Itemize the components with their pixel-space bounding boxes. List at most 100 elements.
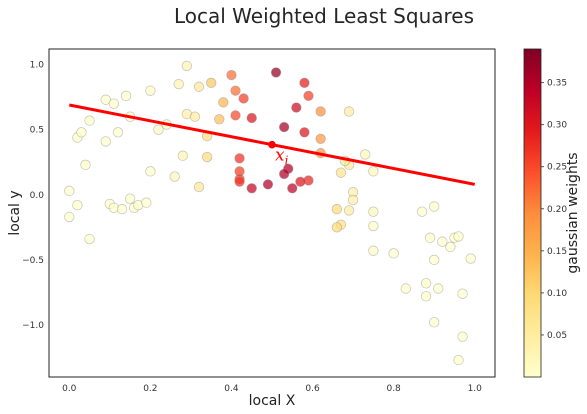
data-point (465, 253, 476, 264)
data-point (201, 151, 213, 163)
data-point (299, 127, 310, 138)
data-point (262, 179, 274, 190)
data-point (234, 153, 245, 164)
data-point (153, 124, 164, 135)
y-tick-label: 0.5 (30, 126, 44, 136)
y-tick-label: −1.0 (22, 321, 44, 331)
data-point (246, 183, 257, 194)
data-point (181, 60, 193, 72)
data-point (169, 171, 180, 182)
colorbar-label: gaussian weights (565, 152, 581, 273)
data-point (278, 168, 290, 180)
plot-area (48, 48, 496, 378)
data-point (291, 102, 302, 113)
data-point (270, 67, 282, 78)
data-point (388, 248, 399, 259)
data-point (234, 176, 245, 187)
data-point (315, 106, 326, 117)
colorbar-tick-label: 0.35 (547, 79, 567, 89)
data-point (457, 331, 468, 342)
x-tick-label: 0.4 (224, 384, 239, 394)
data-point (428, 317, 440, 328)
x-tick-label: 0.6 (305, 384, 320, 394)
query-point-marker (268, 140, 276, 149)
x-tick-label: 0.0 (62, 384, 77, 394)
data-point (193, 81, 205, 92)
y-axis-label: local y (7, 190, 23, 235)
data-point (331, 203, 343, 215)
y-tick-label: 1.0 (30, 61, 45, 71)
data-point (445, 241, 456, 253)
data-point (343, 205, 355, 216)
data-point (343, 106, 355, 117)
data-point (76, 127, 87, 138)
data-point (360, 149, 371, 160)
data-point (400, 283, 412, 294)
data-point (84, 115, 95, 126)
data-point (189, 111, 201, 122)
data-point (453, 231, 464, 242)
data-point (453, 354, 464, 366)
data-point (100, 136, 111, 147)
data-point (64, 211, 75, 223)
scatter-points (64, 60, 476, 366)
data-point (120, 90, 132, 102)
data-point (299, 77, 310, 89)
data-point (457, 288, 468, 299)
colorbar-ticks: 0.05 0.10 0.15 0.20 0.25 0.30 0.35 (541, 79, 567, 341)
data-point (177, 150, 189, 161)
data-point (226, 69, 237, 81)
data-point (108, 98, 120, 109)
colorbar-tick-label: 0.05 (547, 331, 567, 341)
colorbar-tick-label: 0.30 (547, 121, 567, 131)
data-point (173, 78, 184, 90)
data-point (315, 133, 326, 145)
x-axis-ticks: 0.0 0.2 0.4 0.6 0.8 1.0 (62, 384, 482, 394)
data-point (116, 203, 128, 215)
data-point (246, 112, 257, 124)
data-point (420, 278, 432, 289)
x-tick-label: 1.0 (468, 384, 483, 394)
colorbar (523, 48, 542, 378)
data-point (80, 159, 91, 171)
data-point (112, 127, 124, 138)
data-point (420, 291, 432, 302)
y-tick-label: 0.0 (30, 191, 45, 201)
data-point (335, 167, 347, 178)
data-point (84, 233, 95, 245)
data-point (428, 201, 440, 212)
data-point (368, 245, 379, 256)
data-point (437, 236, 448, 247)
chart-title: Local Weighted Least Squares (174, 4, 474, 28)
data-point (287, 183, 298, 194)
data-point (124, 193, 136, 204)
data-point (331, 222, 343, 233)
data-point (72, 199, 83, 211)
data-point (230, 110, 241, 121)
data-point (295, 176, 306, 187)
y-tick-label: −0.5 (22, 256, 44, 266)
data-point (428, 254, 440, 266)
data-point (368, 206, 379, 217)
data-point (214, 114, 225, 125)
data-point (424, 232, 436, 243)
data-point (141, 197, 152, 208)
data-point (193, 181, 205, 193)
data-point (205, 77, 217, 89)
data-point (433, 283, 444, 294)
data-point (238, 93, 249, 104)
y-axis-ticks: −1.0 −0.5 0.0 0.5 1.0 (22, 61, 44, 331)
data-point (230, 85, 241, 96)
colorbar-tick-label: 0.10 (547, 289, 567, 299)
data-point (64, 185, 75, 197)
data-point (368, 220, 379, 232)
x-axis-label: local X (249, 393, 296, 409)
colorbar-tick-label: 0.25 (547, 163, 567, 173)
x-tick-label: 0.2 (143, 384, 157, 394)
data-point (347, 194, 359, 206)
data-point (145, 85, 156, 96)
colorbar-tick-label: 0.20 (547, 205, 567, 215)
data-point (145, 166, 156, 177)
colorbar-tick-label: 0.15 (547, 247, 567, 257)
